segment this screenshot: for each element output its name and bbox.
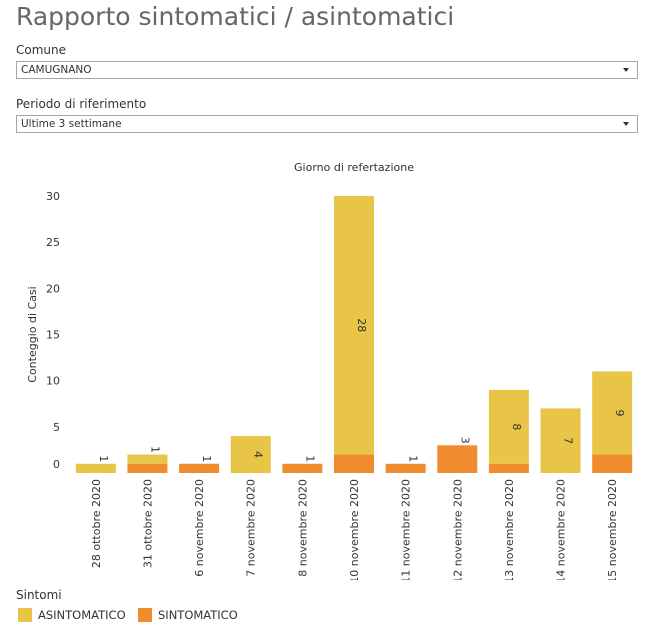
- data-label: 28: [355, 318, 368, 332]
- legend-swatch-asintomatico: [18, 608, 32, 622]
- page-title: Rapporto sintomatici / asintomatici: [16, 2, 455, 31]
- data-label: 1: [407, 455, 420, 462]
- bar-asintomatico: [592, 371, 633, 455]
- data-label: 1: [97, 455, 110, 462]
- y-tick-label: 10: [46, 375, 60, 388]
- data-label: 8: [510, 423, 523, 430]
- data-label: 1: [148, 446, 161, 453]
- data-label: 1: [303, 455, 316, 462]
- bar-sintomatico: [282, 463, 323, 473]
- y-tick-label: 30: [46, 190, 60, 203]
- x-tick-label: 28 ottobre 2020: [90, 479, 103, 568]
- comune-label: Comune: [16, 43, 67, 57]
- bar-sintomatico: [334, 454, 374, 473]
- bar-asintomatico: [230, 436, 271, 473]
- x-tick-label: 11 novembre 2020: [400, 479, 413, 580]
- x-tick-label: 13 novembre 2020: [503, 479, 516, 580]
- data-label: 9: [613, 409, 626, 416]
- periodo-select-value: Ultime 3 settimane: [21, 118, 122, 130]
- x-tick-label: 15 novembre 2020: [606, 479, 619, 580]
- legend-item-sintomatico[interactable]: SINTOMATICO: [138, 607, 238, 623]
- y-tick-label: 0: [53, 458, 60, 471]
- stacked-bar-chart: Giorno di refertazione Conteggio di Casi 0…: [26, 161, 633, 580]
- chart-title: Giorno di refertazione: [294, 161, 414, 174]
- y-axis-label: Conteggio di Casi: [26, 286, 39, 382]
- y-tick-label: 25: [46, 236, 60, 249]
- y-tick-label: 20: [46, 282, 60, 295]
- legend-title: Sintomi: [16, 588, 62, 602]
- legend-swatch-sintomatico: [138, 608, 152, 622]
- legend-label-asintomatico: ASINTOMATICO: [38, 608, 126, 622]
- y-tick-label: 5: [53, 421, 60, 434]
- x-tick-label: 7 novembre 2020: [245, 479, 258, 577]
- x-tick-label: 14 novembre 2020: [555, 479, 568, 580]
- bar-asintomatico: [488, 389, 529, 464]
- data-label: 7: [562, 437, 575, 444]
- data-label: 4: [252, 451, 265, 458]
- chevron-down-icon: [623, 68, 629, 72]
- x-tick-label: 10 novembre 2020: [348, 479, 361, 580]
- bar-asintomatico: [334, 196, 374, 455]
- bar-sintomatico: [488, 463, 529, 473]
- legend-item-asintomatico[interactable]: ASINTOMATICO: [18, 607, 126, 623]
- data-label: 1: [200, 455, 213, 462]
- bar-asintomatico: [75, 463, 116, 473]
- bar-sintomatico: [592, 454, 633, 473]
- x-tick-label: 31 ottobre 2020: [141, 479, 154, 568]
- comune-select[interactable]: CAMUGNANO: [16, 61, 638, 79]
- periodo-label: Periodo di riferimento: [16, 97, 147, 111]
- periodo-select[interactable]: Ultime 3 settimane: [16, 115, 638, 133]
- x-tick-label: 8 novembre 2020: [296, 479, 309, 577]
- bar-asintomatico: [127, 454, 168, 464]
- bar-asintomatico: [540, 408, 581, 473]
- data-label: 3: [458, 437, 471, 444]
- bar-sintomatico: [179, 463, 220, 473]
- comune-select-value: CAMUGNANO: [21, 64, 92, 76]
- legend-label-sintomatico: SINTOMATICO: [158, 608, 238, 622]
- bar-sintomatico: [437, 445, 478, 473]
- chevron-down-icon: [623, 122, 629, 126]
- x-tick-label: 6 novembre 2020: [193, 479, 206, 577]
- y-tick-label: 15: [46, 329, 60, 342]
- x-tick-label: 12 novembre 2020: [451, 479, 464, 580]
- bar-sintomatico: [127, 463, 168, 473]
- bar-sintomatico: [385, 463, 426, 473]
